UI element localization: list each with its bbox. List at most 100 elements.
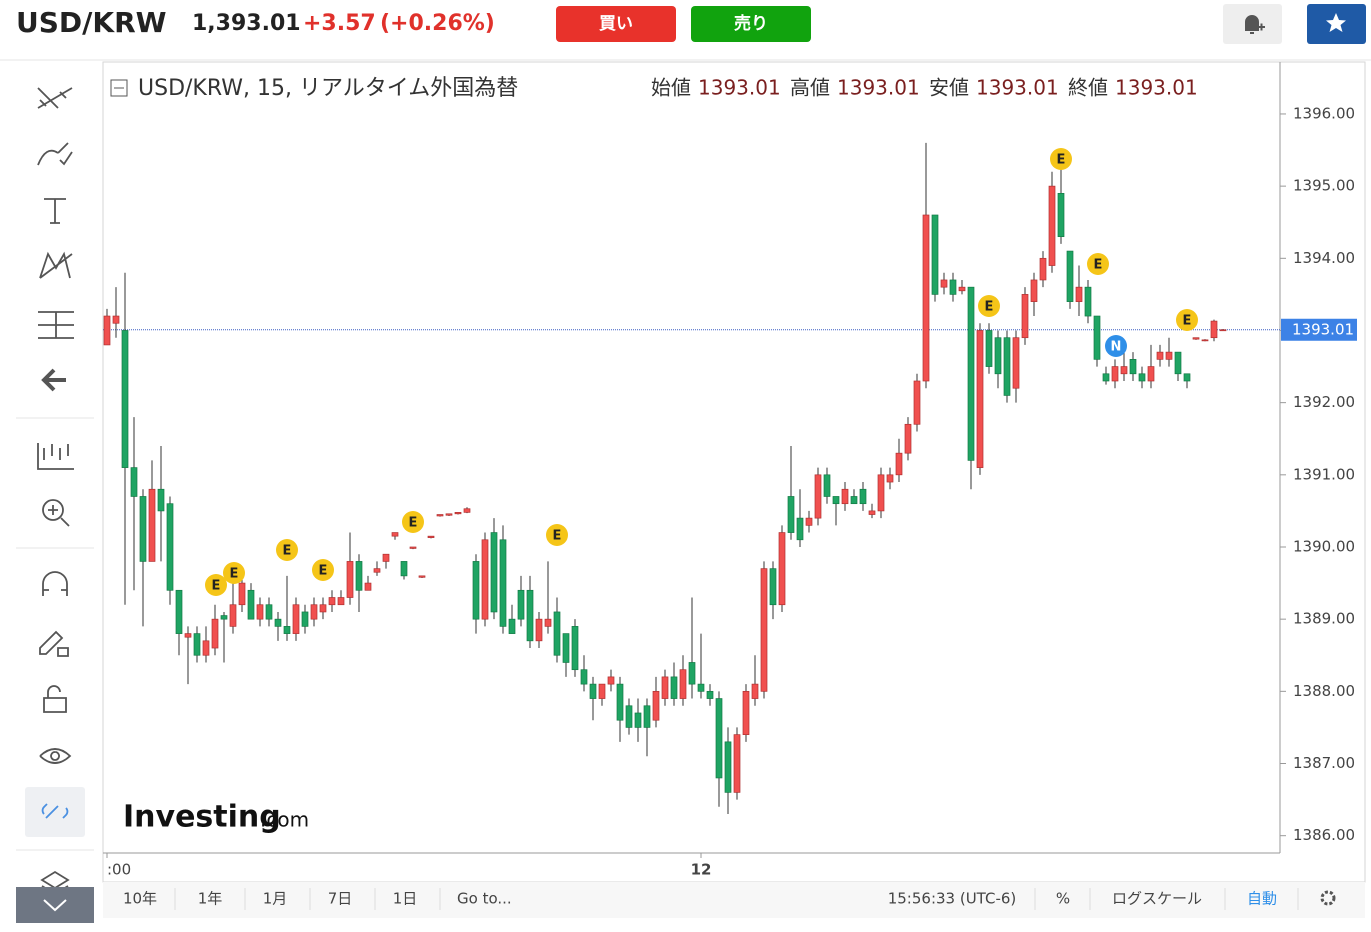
candle-body <box>904 423 912 454</box>
candle-body <box>607 676 615 685</box>
candle-body <box>1057 193 1065 238</box>
event-marker[interactable] <box>223 562 245 584</box>
ohlc-value: 1393.01 <box>698 76 781 100</box>
candle-body <box>769 568 777 606</box>
candle-body <box>1048 185 1056 266</box>
tool-zoom[interactable] <box>42 499 70 527</box>
candle-body <box>868 510 876 515</box>
buy-button[interactable] <box>556 6 676 42</box>
candle-body <box>526 589 534 642</box>
tool-lock-draw[interactable] <box>39 630 69 657</box>
range-button[interactable]: 1月 <box>263 890 288 908</box>
candle-body <box>760 568 768 692</box>
candle-body <box>598 683 606 699</box>
candle-body <box>922 214 930 382</box>
candle-body <box>985 330 993 367</box>
candle-body <box>1147 366 1155 382</box>
candle-body <box>139 496 147 562</box>
tool-text[interactable] <box>44 198 66 224</box>
candle-body <box>1210 320 1218 339</box>
candle-body <box>355 561 363 591</box>
tool-eye[interactable] <box>39 748 72 764</box>
candle-body <box>247 589 255 620</box>
collapse-legend[interactable] <box>110 79 128 97</box>
log-button[interactable]: ログスケール <box>1112 890 1202 908</box>
price: 1,393.01 <box>192 11 301 36</box>
ohlc-label: 安値 <box>929 76 969 100</box>
bottom-toolbar: 10年 1年 1月 7日 1日 Go to... 15:56:33 (UTC-6)% ログスケ… <box>123 888 1336 910</box>
event-marker[interactable] <box>1176 309 1198 331</box>
tool-link[interactable] <box>41 803 69 819</box>
event-marker[interactable] <box>312 559 334 581</box>
candle-body <box>706 690 714 699</box>
candle-body <box>1156 351 1164 360</box>
event-marker[interactable] <box>1105 335 1127 357</box>
auto-button[interactable]: 自動 <box>1247 890 1277 908</box>
change-pct: (+0.26%) <box>380 11 495 36</box>
candle-body <box>1120 366 1128 375</box>
tool-brush[interactable] <box>37 142 73 166</box>
y-tick-label: 1391.00 <box>1293 465 1355 483</box>
sell-button[interactable] <box>691 6 811 42</box>
tool-magnet[interactable] <box>42 571 68 596</box>
candle-body <box>544 618 552 627</box>
candle-body <box>787 496 795 533</box>
y-tick-label: 1387.00 <box>1293 754 1355 772</box>
event-marker[interactable] <box>1050 148 1072 170</box>
goto-button[interactable]: Go to... <box>457 890 512 908</box>
event-marker[interactable] <box>205 574 227 596</box>
candle-body <box>967 286 975 461</box>
candle-body <box>688 662 696 685</box>
candle-body <box>220 615 228 620</box>
y-tick-label: 1394.00 <box>1293 249 1355 267</box>
ohlc-label: 終値 <box>1068 76 1108 100</box>
tool-pattern[interactable] <box>39 251 73 279</box>
change: +3.57 <box>303 11 376 36</box>
candle-body <box>1102 373 1110 382</box>
candle-body <box>274 618 282 627</box>
tool-back[interactable] <box>41 368 66 392</box>
tool-fib[interactable] <box>38 311 74 339</box>
event-marker[interactable] <box>402 511 424 533</box>
tool-link-bg[interactable] <box>25 787 85 837</box>
tool-lines[interactable] <box>37 87 73 109</box>
candle-body <box>238 582 246 606</box>
last-price-tag <box>1281 318 1357 341</box>
candle-body <box>877 474 885 512</box>
candle-body <box>625 705 633 728</box>
event-label: E <box>319 564 328 579</box>
event-label: E <box>1057 153 1066 168</box>
candle-body <box>823 474 831 497</box>
range-button[interactable]: 1日 <box>393 890 418 908</box>
candle-body <box>391 532 399 537</box>
candle-body <box>931 214 939 295</box>
range-button[interactable]: 10年 <box>123 890 157 908</box>
buy-label[interactable]: 買い <box>599 14 633 34</box>
candle-body <box>886 474 894 483</box>
range-button[interactable]: 7日 <box>328 890 353 908</box>
event-marker[interactable] <box>546 524 568 546</box>
event-marker[interactable] <box>1087 253 1109 275</box>
tool-lock[interactable] <box>43 685 67 713</box>
candle-body <box>193 633 201 656</box>
sell-label[interactable]: 売り <box>734 13 768 34</box>
x-tick-label: 12 <box>691 861 712 879</box>
collapse-button[interactable] <box>16 887 94 923</box>
candle-body <box>1201 339 1209 342</box>
settings-icon[interactable] <box>1320 890 1336 906</box>
collapse-icon <box>43 899 67 912</box>
percent-button[interactable]: % <box>1056 890 1070 908</box>
candle-body <box>751 683 759 699</box>
candle-body <box>949 279 957 295</box>
tool-indicators[interactable] <box>37 443 74 470</box>
symbol: USD/KRW <box>16 6 167 39</box>
left-toolbar <box>25 87 85 896</box>
range-button[interactable]: 1年 <box>198 890 223 908</box>
event-marker[interactable] <box>276 539 298 561</box>
candle-body <box>157 488 165 512</box>
candle-body <box>1174 351 1182 375</box>
candle-body <box>508 618 516 634</box>
event-marker[interactable] <box>978 295 1000 317</box>
candle-body <box>733 734 741 793</box>
